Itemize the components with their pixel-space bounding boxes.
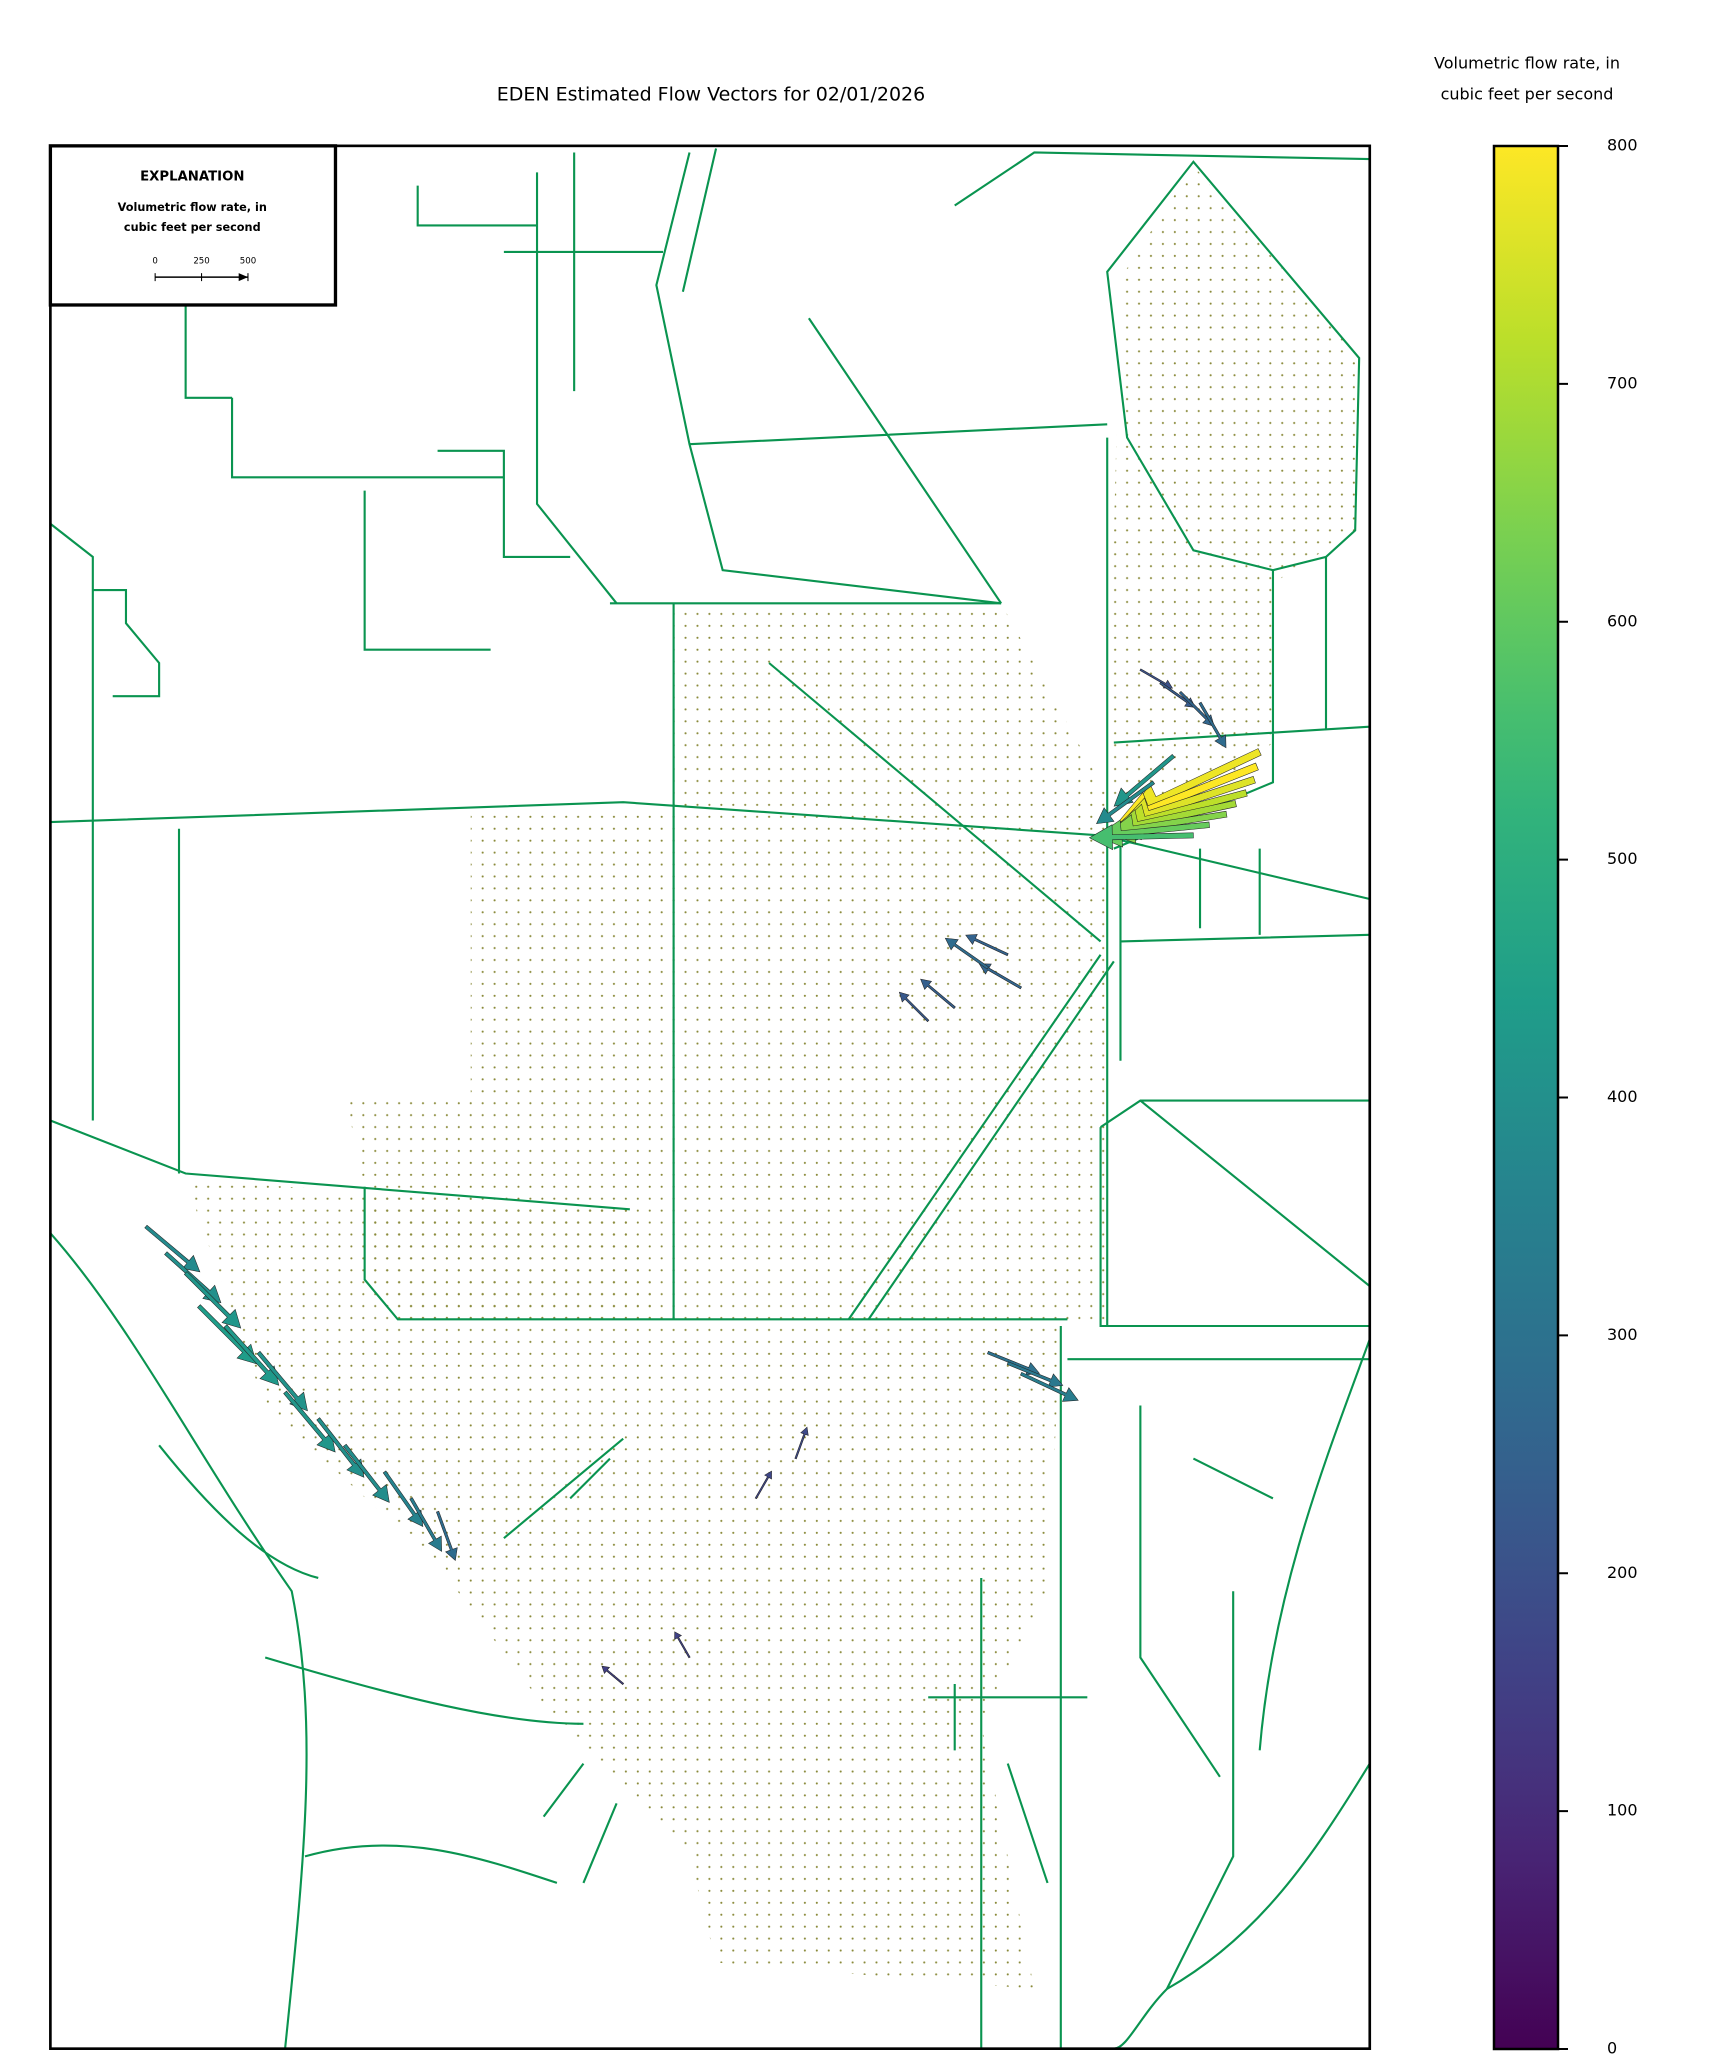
flow-vector [436, 1510, 458, 1562]
colorbar-tick-label: 100 [1607, 1801, 1638, 1820]
colorbar-label: cubic feet per second [1441, 85, 1614, 104]
near-zero-field [185, 165, 1360, 1989]
flow-vector [920, 978, 956, 1009]
map-frame [49, 144, 1372, 2050]
colorbar-label: Volumetric flow rate, in [1434, 54, 1620, 73]
flow-vector [183, 1271, 242, 1329]
scale-head [238, 273, 248, 282]
colorbar-tick-label: 200 [1607, 1563, 1638, 1582]
explanation-subtitle: cubic feet per second [124, 221, 261, 234]
scale-tick-label: 0 [152, 257, 157, 267]
colorbar: Volumetric flow rate, in cubic feet per … [1434, 54, 1638, 2058]
flow-vector [898, 991, 930, 1023]
explanation-title: EXPLANATION [140, 169, 244, 184]
flow-vector [754, 1470, 772, 1500]
colorbar-tick-label: 0 [1607, 2039, 1617, 2058]
flow-vector [794, 1426, 809, 1460]
colorbar-tick-label: 500 [1607, 849, 1638, 868]
colorbar-tick-label: 600 [1607, 611, 1638, 630]
map-title: EDEN Estimated Flow Vectors for 02/01/20… [497, 84, 925, 106]
flow-vector [674, 1631, 691, 1659]
flow-vector [1020, 1371, 1079, 1402]
flow-vector [409, 1497, 442, 1552]
flow-vector [223, 1324, 280, 1386]
canals-and-boundaries [50, 148, 1370, 2049]
scale-tick-label: 500 [240, 257, 256, 267]
flow-vector [144, 1224, 201, 1273]
colorbar-tick-label: 800 [1607, 136, 1638, 155]
flow-vector [283, 1390, 336, 1453]
flow-vector [1088, 824, 1194, 851]
flow-vector [1198, 701, 1227, 749]
flow-vector [382, 1470, 424, 1528]
flow-vector [978, 963, 1022, 990]
explanation-subtitle: Volumetric flow rate, in [118, 201, 267, 214]
colorbar-gradient [1492, 144, 1560, 2051]
map-area: EXPLANATION Volumetric flow rate, in cub… [48, 144, 1372, 2050]
colorbar-tick-label: 400 [1607, 1087, 1638, 1106]
flow-vector [1006, 1361, 1064, 1388]
flow-vector [601, 1665, 625, 1686]
colorbar-tick-label: 300 [1607, 1325, 1638, 1344]
colorbar-tick-label: 700 [1607, 373, 1638, 392]
flow-vector [1096, 780, 1156, 825]
flow-vector [342, 1443, 390, 1503]
flow-vector [944, 937, 989, 970]
explanation-box: EXPLANATION Volumetric flow rate, in cub… [48, 144, 338, 307]
scale-tick-label: 250 [193, 257, 209, 267]
flow-vector [965, 934, 1009, 957]
